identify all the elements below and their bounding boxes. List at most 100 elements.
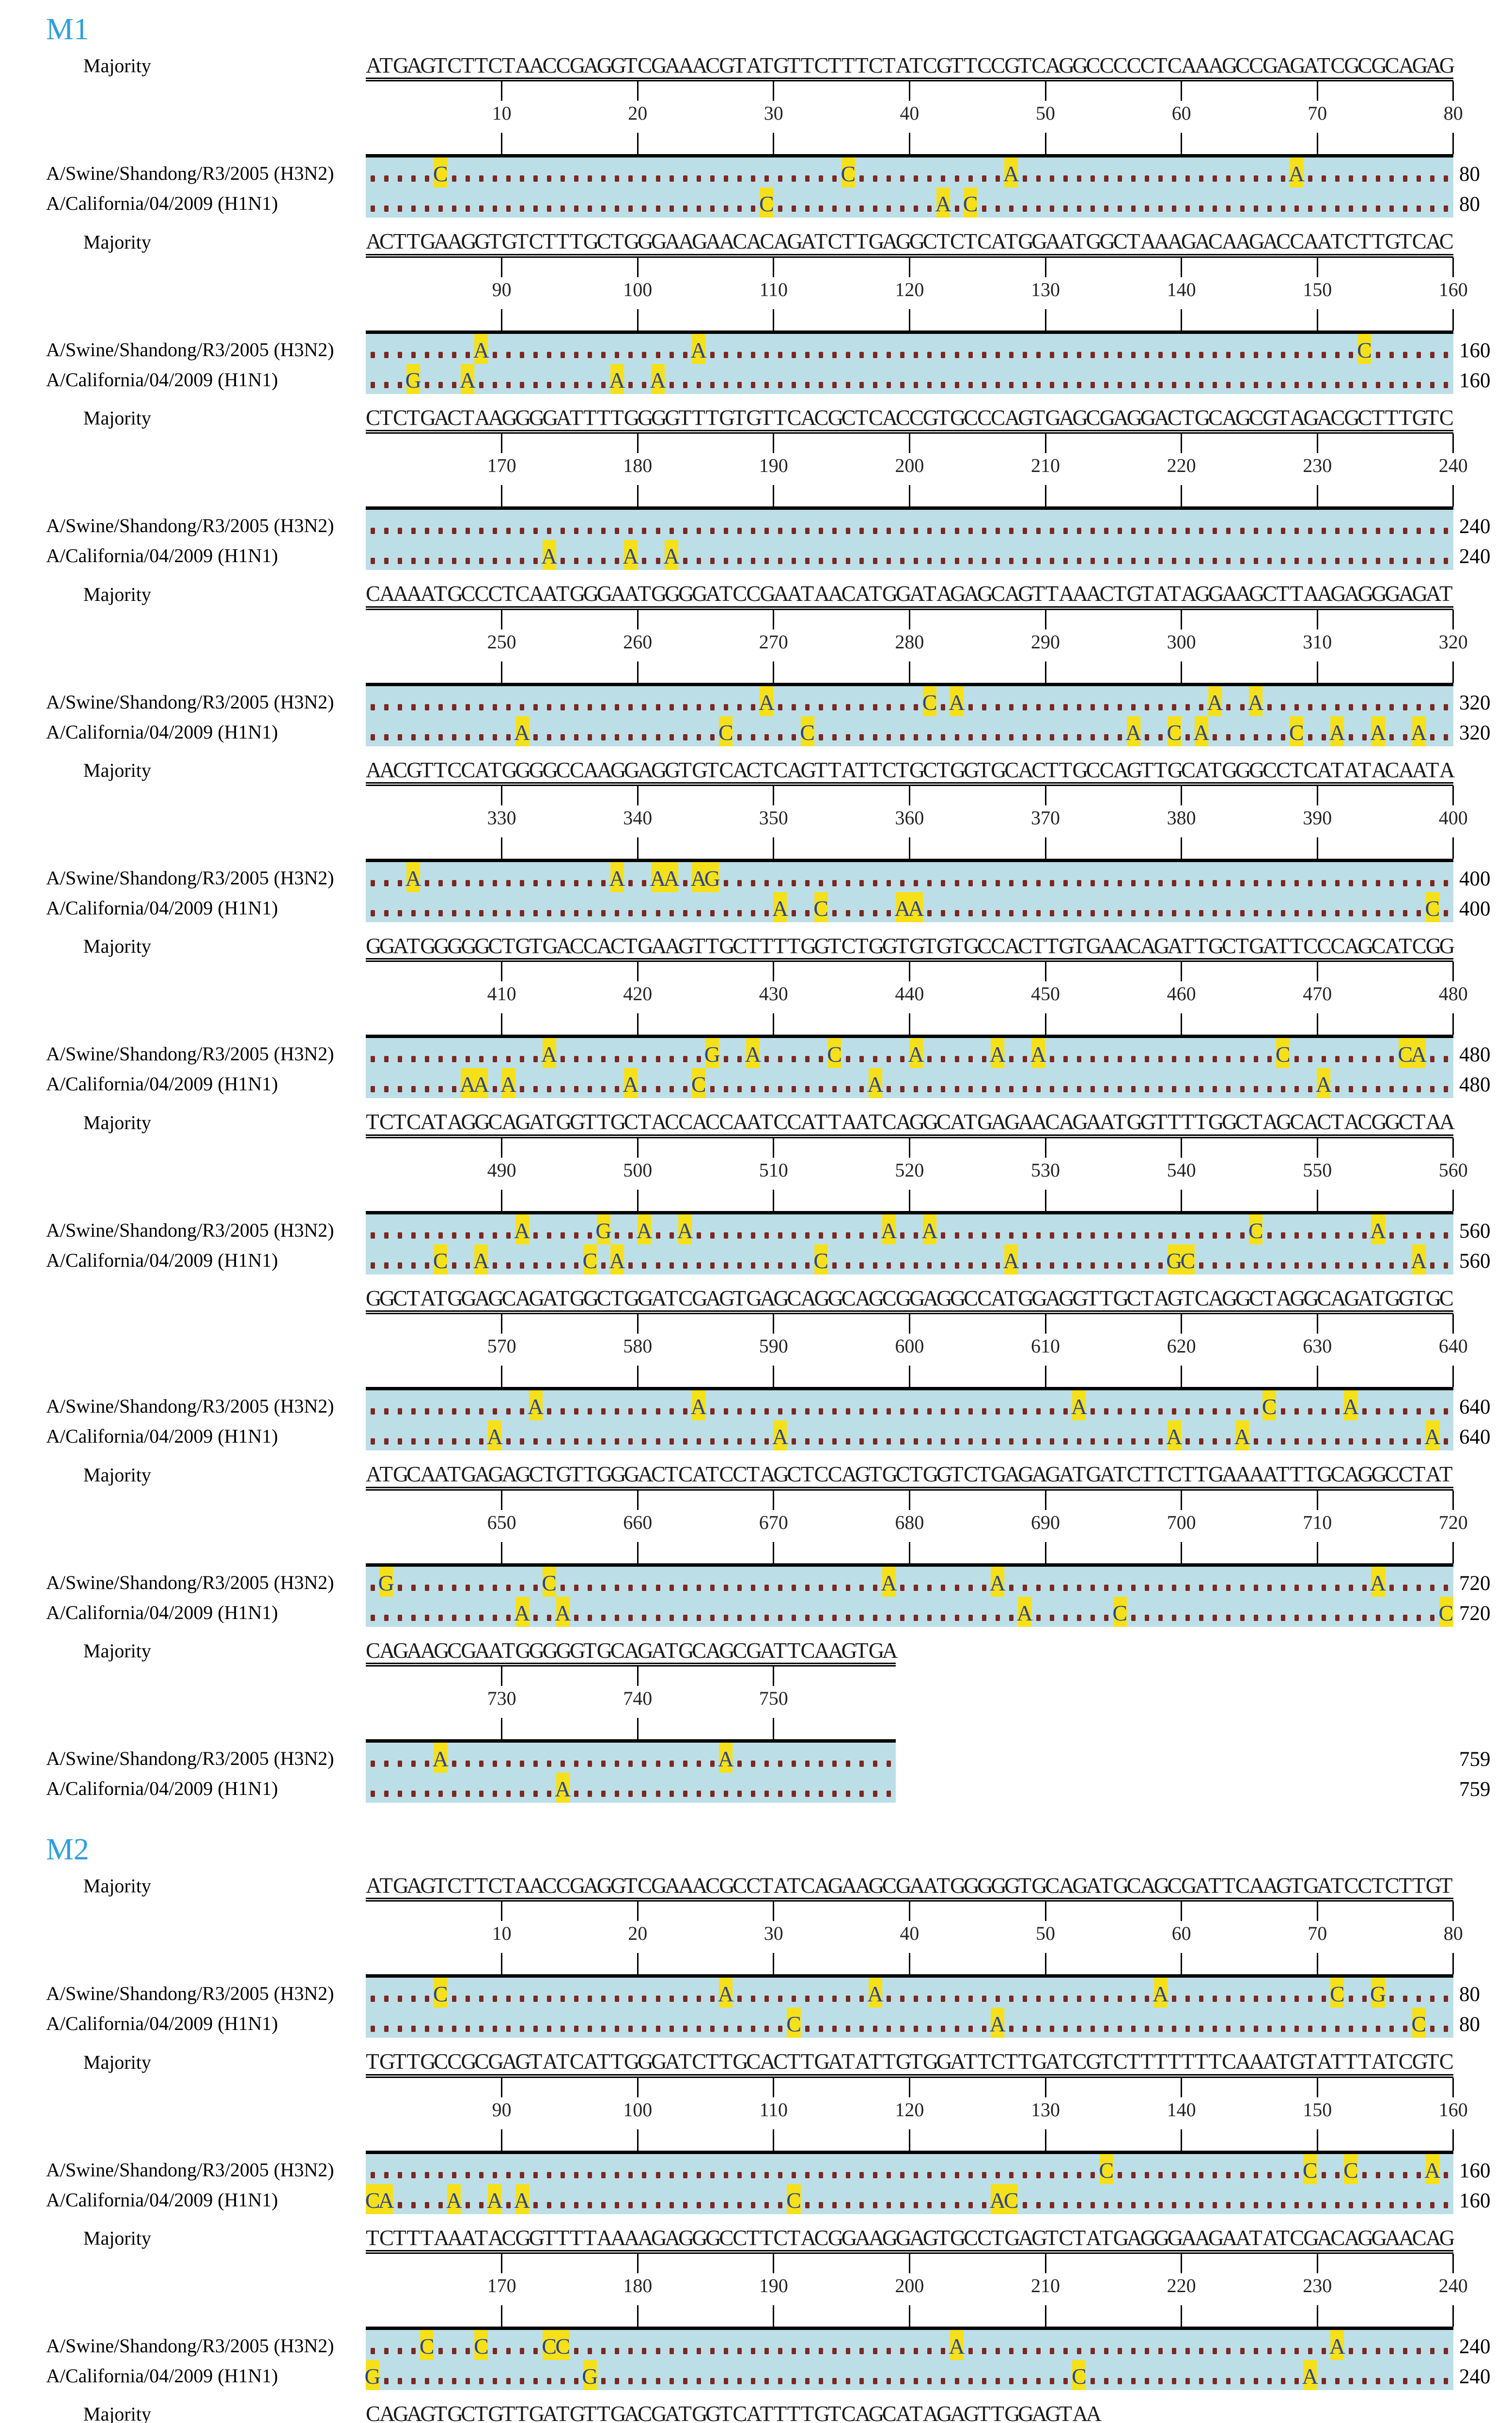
identity-dot (1403, 1086, 1408, 1093)
majority-residue: G (1031, 229, 1047, 254)
residue-cell (705, 1597, 719, 1627)
identity-dot (968, 1232, 973, 1239)
tick-mark-bottom (1181, 2129, 1183, 2151)
majority-residue: A (651, 1638, 667, 1663)
residue-cell (461, 1244, 474, 1274)
residue-cell (869, 862, 882, 892)
majority-residue: T (1072, 933, 1086, 958)
residue-cell (1357, 188, 1371, 218)
residue-cell (705, 188, 719, 218)
tick-label: 90 (492, 2098, 512, 2121)
majority-residue: G (420, 2049, 436, 2074)
identity-dot (520, 1086, 525, 1093)
identity-dot (397, 1232, 402, 1239)
identity-dot (561, 558, 565, 565)
majority-residue: A (692, 1110, 708, 1134)
sequence-band (366, 510, 1453, 540)
majority-residue: T (393, 2049, 406, 2074)
identity-dot (737, 1996, 742, 2002)
residue-cell (1086, 2154, 1099, 2184)
residue-cell (1385, 862, 1399, 892)
variant-letter: A (609, 865, 625, 891)
residue-cell (1140, 1390, 1154, 1420)
identity-dot (859, 704, 864, 710)
identity-dot (859, 1262, 864, 1269)
identity-dot (452, 1086, 456, 1093)
residue-cell (420, 1773, 434, 1803)
identity-dot (601, 528, 606, 535)
residue-cell (882, 2154, 896, 2184)
identity-dot (696, 2026, 701, 2032)
majority-residue: C (1303, 757, 1318, 782)
residue-cell (1059, 540, 1072, 570)
majority-residue: C (610, 1638, 625, 1663)
tick-label: 70 (1308, 102, 1327, 125)
majority-residue: A (1425, 1110, 1442, 1134)
identity-dot (1185, 1056, 1190, 1063)
identity-dot (561, 1056, 565, 1063)
identity-dot (819, 704, 824, 710)
identity-dot (561, 1584, 565, 1591)
majority-residue: G (447, 1286, 463, 1310)
majority-residue: C (991, 582, 1006, 606)
residue-cell (1276, 510, 1290, 540)
identity-dot (547, 1614, 552, 1621)
residue-cell (936, 2008, 950, 2038)
majority-residue: T (1045, 582, 1059, 606)
majority-residue: T (1290, 1873, 1303, 1898)
identity-dot (424, 1790, 429, 1797)
majority-row: Majority A A C G T T C C A T G G G G C C A A G G A G G T G T C A C T C A… (0, 758, 1512, 786)
majority-residue: T (1290, 757, 1303, 782)
residue-cell (651, 1597, 665, 1627)
residue-cell (733, 334, 746, 364)
majority-residue: A (1344, 1462, 1360, 1487)
majority-residue: T (610, 229, 624, 254)
residue-cell (1317, 1244, 1330, 1274)
identity-dot (1389, 205, 1394, 212)
majority-residue: T (420, 757, 434, 782)
identity-dot (642, 734, 647, 740)
tick-mark-top (1316, 2077, 1318, 2097)
identity-dot (438, 1790, 443, 1797)
residue-cell (1168, 862, 1181, 892)
residue-cell (1330, 540, 1344, 570)
residue-cell (1412, 862, 1426, 892)
residue-cell (570, 2154, 583, 2184)
identity-dot (887, 381, 891, 388)
residue-cell-variant: A (473, 333, 489, 364)
majority-residue: G (637, 405, 654, 430)
residue-cell (515, 892, 529, 922)
residue-cell (651, 1978, 665, 2008)
identity-dot (859, 175, 864, 182)
identity-dot (1362, 1262, 1367, 1269)
strain-label: A/California/04/2009 (H1N1) (46, 192, 278, 215)
identity-dot (968, 1584, 973, 1591)
majority-residue: A (1439, 757, 1455, 782)
identity-dot (370, 1614, 375, 1621)
identity-dot (805, 1232, 810, 1239)
residue-cell (461, 862, 474, 892)
residue-cell (1303, 540, 1317, 570)
residue-cell (1004, 364, 1018, 394)
residue-cell (406, 892, 420, 922)
identity-dot (832, 1232, 837, 1239)
identity-dot (1009, 2171, 1013, 2178)
variant-letter: A (989, 2012, 1006, 2037)
identity-dot (764, 1232, 769, 1239)
majority-residue: C (651, 1462, 666, 1487)
majority-residue: C (1330, 53, 1345, 78)
residue-cell (801, 892, 814, 922)
majority-residue: A (665, 2049, 681, 2074)
residue-cell (474, 1420, 488, 1450)
identity-dot (941, 910, 946, 916)
identity-dot (642, 2026, 647, 2032)
tick-label: 240 (1438, 455, 1468, 477)
identity-dot (601, 1996, 606, 2002)
residue-cell (1426, 510, 1439, 540)
identity-dot (832, 381, 837, 388)
residue-cell (896, 1244, 909, 1274)
sequence-row: A/Swine/Shandong/R3/2005 (H3N2) A A 759 (0, 1742, 1512, 1773)
residue-cell (801, 364, 814, 394)
residue-cell (964, 1978, 977, 2008)
